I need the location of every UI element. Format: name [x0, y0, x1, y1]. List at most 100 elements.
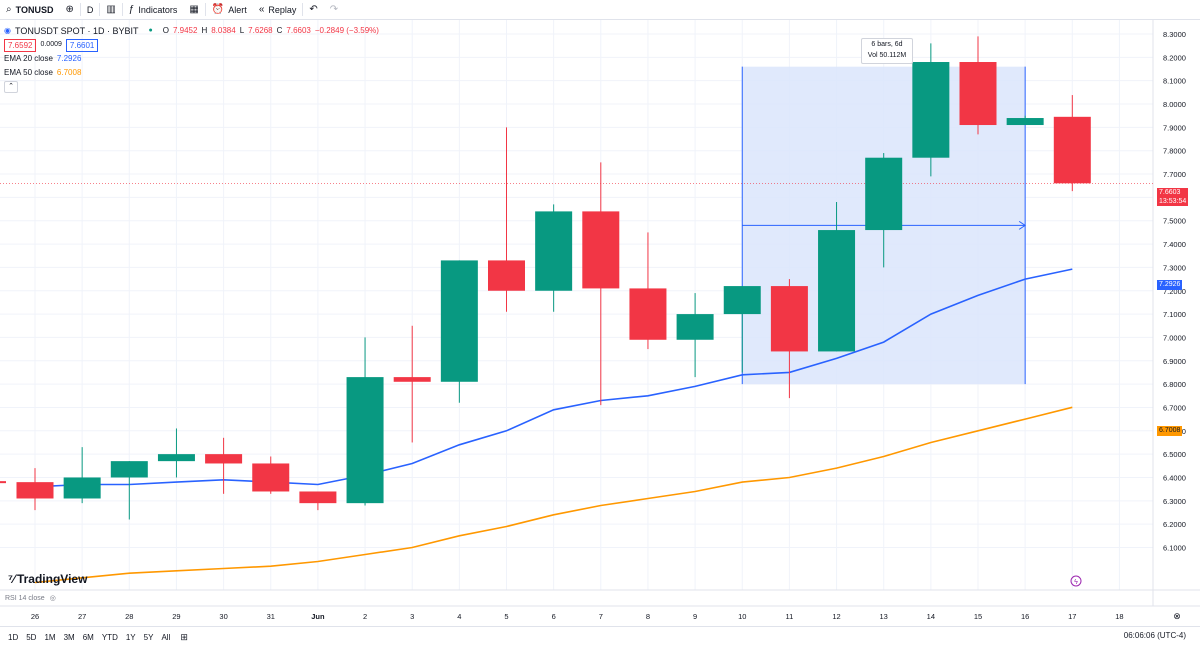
symbol-search[interactable]: ⌕ TONUSD: [0, 0, 59, 19]
candle-10[interactable]: [723, 286, 761, 373]
x-tick-label: 12: [832, 612, 840, 621]
bid-price[interactable]: 7.6592: [4, 38, 37, 52]
range-button-6m[interactable]: 6M: [82, 632, 94, 642]
candle-7[interactable]: [582, 162, 620, 406]
x-tick-label: 14: [927, 612, 935, 621]
legend-collapse-row: ⌃: [4, 80, 379, 94]
ohlc-h-label: H: [201, 26, 208, 35]
ema20-legend-row[interactable]: EMA 20 close 7.2926: [4, 52, 379, 66]
chart-type-button[interactable]: ▥: [100, 0, 121, 19]
range-button-5y[interactable]: 5Y: [143, 632, 154, 642]
y-tick-label: 7.1000: [1163, 310, 1186, 319]
candle-27[interactable]: [63, 447, 101, 504]
candle-5[interactable]: [488, 127, 525, 312]
range-button-ytd[interactable]: YTD: [101, 632, 118, 642]
x-tick-label: 2: [363, 612, 367, 621]
tradingview-logo[interactable]: ⁷⁄ TradingView: [8, 572, 87, 586]
templates-button[interactable]: ▦: [183, 0, 204, 19]
candle-body: [723, 286, 761, 315]
candle-body: [252, 463, 290, 492]
visibility-eye-icon[interactable]: ◎: [49, 595, 56, 602]
ema50-legend-row[interactable]: EMA 50 close 6.7008: [4, 66, 379, 80]
y-tick-label: 6.9000: [1163, 357, 1186, 366]
candle-4[interactable]: [440, 260, 478, 403]
ohlc-h: 8.0384: [211, 26, 236, 35]
x-tick-label: 27: [78, 612, 86, 621]
candle-26[interactable]: [16, 468, 54, 511]
candle-body: [629, 288, 667, 340]
candle-body: [676, 314, 714, 340]
ema50-label: EMA 50 close: [4, 68, 53, 77]
x-tick-label: 17: [1068, 612, 1076, 621]
candle-31[interactable]: [252, 456, 290, 494]
candle-8[interactable]: [629, 232, 667, 350]
candle-15[interactable]: [959, 36, 997, 135]
redo-button[interactable]: ↷: [324, 0, 344, 19]
candle-11[interactable]: [770, 279, 808, 399]
x-tick-label: 28: [125, 612, 133, 621]
rsi-pane-label[interactable]: RSI 14 close ◎: [5, 594, 56, 603]
ohlc-c: 7.6603: [286, 26, 311, 35]
candle-6[interactable]: [535, 204, 573, 312]
candle-body: [205, 454, 243, 464]
compare-button[interactable]: ⊕: [59, 0, 79, 19]
last-price-value: 7.6603: [1159, 189, 1181, 196]
time-axis-settings-icon: ⊗: [1173, 611, 1181, 621]
replay-button[interactable]: « Replay: [253, 0, 303, 19]
timezone-clock[interactable]: 06:06:06 (UTC-4): [1123, 631, 1186, 640]
x-tick-label: 10: [738, 612, 746, 621]
interval-button[interactable]: D: [81, 0, 100, 19]
y-tick-label: 8.3000: [1163, 30, 1186, 39]
ohlc-change: −0.2849 (−3.59%): [314, 26, 379, 35]
range-button-1d[interactable]: 1D: [8, 632, 19, 642]
y-tick-label: 7.8000: [1163, 147, 1186, 156]
range-button-3m[interactable]: 3M: [63, 632, 75, 642]
candle-29[interactable]: [157, 428, 195, 478]
candle-body: [346, 377, 384, 504]
candle-14[interactable]: [912, 43, 950, 177]
candle-body: [110, 461, 148, 478]
top-toolbar: ⌕ TONUSD ⊕ D ▥ ƒ Indicators ▦ ⏰ Alert « …: [0, 0, 1200, 20]
symbol-label: TONUSD: [15, 4, 54, 15]
measure-tooltip: 6 bars, 6d Vol 50.112M: [861, 38, 913, 64]
x-tick-label: 13: [880, 612, 888, 621]
search-icon: ⌕: [6, 4, 12, 15]
candle-28[interactable]: [110, 461, 148, 520]
alert-button[interactable]: ⏰ Alert: [206, 0, 253, 19]
candle-9[interactable]: [676, 293, 714, 378]
y-tick-label: 6.7000: [1163, 403, 1186, 412]
last-price-tag: 7.6603 13:53:54: [1157, 188, 1189, 206]
candle-30[interactable]: [205, 437, 243, 494]
toolbar-divider: [79, 3, 81, 16]
range-button-1m[interactable]: 1M: [44, 632, 56, 642]
ask-price[interactable]: 7.6601: [65, 38, 99, 52]
candle-16[interactable]: [1006, 115, 1044, 126]
candle-body: [299, 491, 337, 504]
candle-Jun[interactable]: [299, 491, 337, 511]
market-status-icon: ●: [148, 27, 153, 34]
bottom-bar: 1D 5D 1M 3M 6M YTD 1Y 5Y All ⊞ 06:06:06 (UTC-4): [0, 626, 1200, 647]
candle-17[interactable]: [1053, 95, 1091, 192]
x-tick-label: 3: [410, 612, 414, 621]
candle-12[interactable]: [818, 202, 856, 352]
candle-3[interactable]: [393, 325, 431, 443]
date-range-icon[interactable]: ⊞: [180, 631, 188, 642]
collapse-legend-button[interactable]: ⌃: [4, 81, 18, 93]
bid-ask-row: 7.6592 0.0009 7.6601: [4, 38, 379, 52]
y-tick-label: 7.3000: [1163, 263, 1186, 272]
candle-2[interactable]: [346, 337, 384, 506]
interval-label: D: [86, 4, 94, 15]
candle-13[interactable]: [865, 153, 903, 268]
countdown-value: 13:53:54: [1159, 198, 1187, 205]
x-tick-label: 11: [786, 612, 794, 621]
range-button-all[interactable]: All: [161, 632, 171, 642]
indicators-button[interactable]: ƒ Indicators: [123, 0, 184, 19]
legend-title[interactable]: TONUSDT SPOT · 1D · BYBIT: [14, 26, 139, 36]
range-button-5d[interactable]: 5D: [26, 632, 37, 642]
range-button-1y[interactable]: 1Y: [125, 632, 136, 642]
y-tick-label: 7.9000: [1163, 123, 1186, 132]
x-tick-label: 18: [1115, 612, 1123, 621]
undo-button[interactable]: ↶: [303, 0, 323, 19]
